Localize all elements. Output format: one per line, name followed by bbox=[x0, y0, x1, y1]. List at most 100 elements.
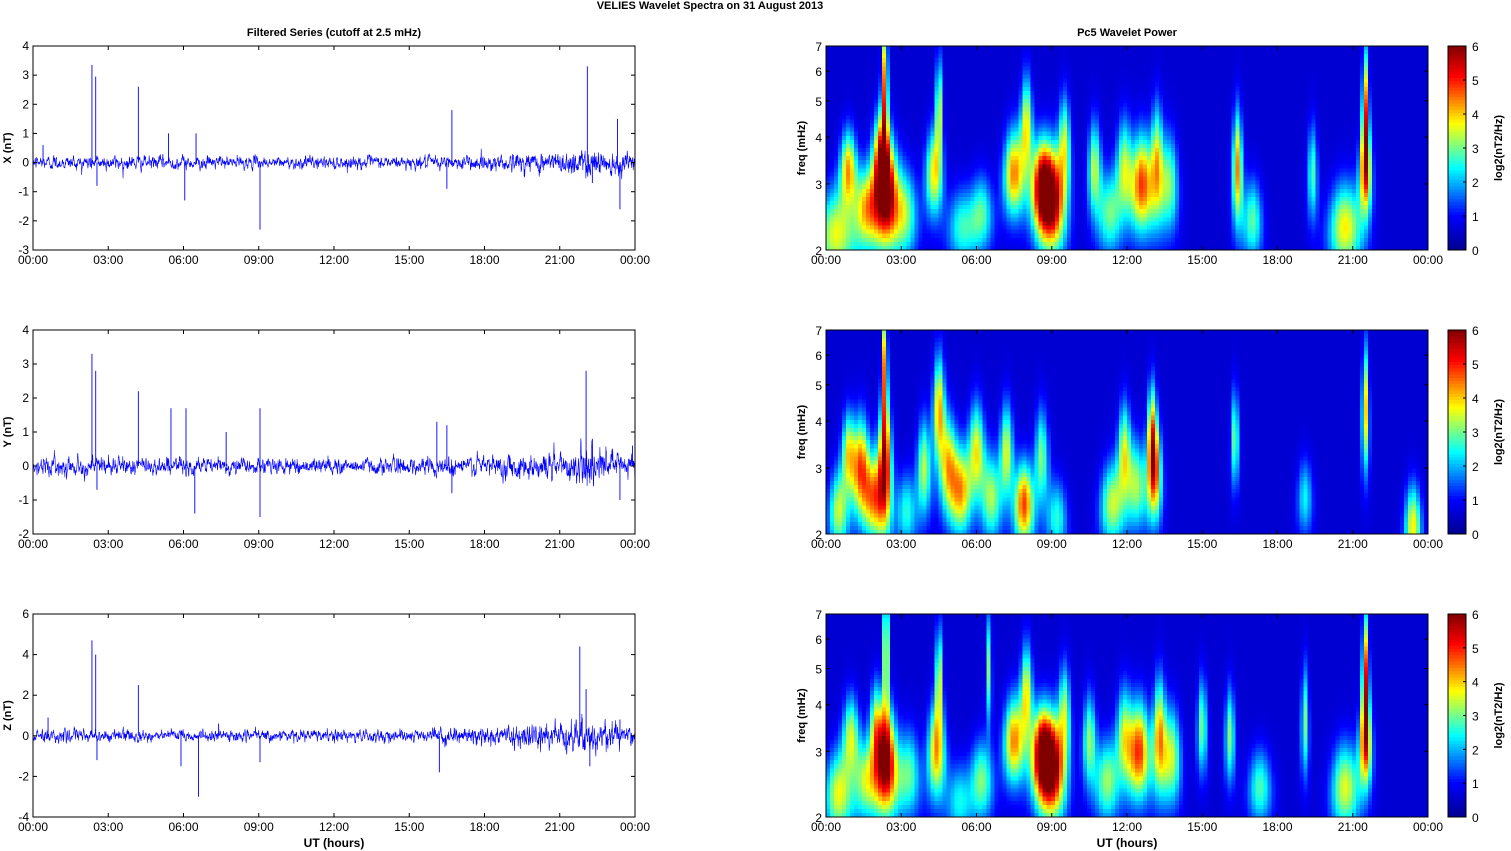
wavelet-x-cell bbox=[1175, 111, 1180, 116]
wavelet-x-cell bbox=[906, 152, 911, 157]
wavelet-x-cell bbox=[1143, 103, 1148, 108]
wavelet-x-cell bbox=[938, 86, 943, 92]
wavelet-x-cell bbox=[1315, 160, 1321, 165]
wavelet-x-cell bbox=[1058, 107, 1064, 112]
wavelet-x-cell bbox=[974, 164, 980, 169]
wavelet-x-cell bbox=[1339, 123, 1345, 129]
wavelet-x-cell bbox=[1331, 123, 1337, 129]
wavelet-x-cell bbox=[1102, 148, 1108, 153]
wavelet-x-cell bbox=[1343, 107, 1349, 112]
wavelet-x-cell bbox=[1110, 160, 1116, 165]
wavelet-x-cell bbox=[1191, 152, 1196, 157]
wavelet-x-cell bbox=[902, 148, 907, 153]
wavelet-x-cell bbox=[1383, 82, 1389, 88]
wavelet-x-cell bbox=[1403, 139, 1409, 145]
wavelet-x-cell bbox=[994, 94, 1000, 100]
wavelet-x-cell bbox=[1311, 50, 1317, 55]
wavelet-x-cell bbox=[1050, 156, 1056, 161]
wavelet-x-cell bbox=[1203, 82, 1208, 88]
wavelet-x-cell bbox=[1391, 103, 1397, 108]
wavelet-x-cell bbox=[1299, 107, 1305, 112]
wavelet-x-cell bbox=[1359, 78, 1365, 84]
wavelet-x-cell bbox=[1058, 74, 1064, 80]
wavelet-x-cell bbox=[966, 62, 972, 67]
wavelet-x-cell bbox=[1002, 143, 1008, 149]
wavelet-x-cell bbox=[1287, 66, 1293, 72]
wavelet-x-cell bbox=[1022, 139, 1028, 145]
wavelet-x-cell bbox=[1275, 66, 1281, 72]
wavelet-x-cell bbox=[934, 74, 939, 80]
wavelet-x-cell bbox=[1010, 62, 1016, 67]
wavelet-x-cell bbox=[1110, 172, 1116, 178]
wavelet-x-cell bbox=[902, 90, 907, 96]
wavelet-x-cell bbox=[1086, 111, 1092, 116]
wavelet-x-cell bbox=[1102, 139, 1108, 145]
wavelet-x-cell bbox=[1219, 78, 1224, 84]
wavelet-x-cell bbox=[1010, 78, 1016, 84]
wavelet-x-cell bbox=[1199, 111, 1204, 116]
wavelet-x-cell bbox=[1078, 119, 1084, 125]
wavelet-x-cell bbox=[1062, 90, 1068, 96]
wavelet-x-cell bbox=[1211, 107, 1216, 112]
wavelet-x-cell bbox=[1379, 123, 1385, 129]
wavelet-x-cell bbox=[1002, 46, 1008, 51]
wavelet-x-cell bbox=[1303, 111, 1309, 116]
wavelet-x-cell bbox=[982, 156, 988, 161]
wavelet-x-cell bbox=[1271, 115, 1277, 121]
wavelet-x-cell bbox=[898, 111, 903, 116]
wavelet-x-cell bbox=[1135, 131, 1140, 137]
wavelet-x-cell bbox=[1215, 107, 1220, 112]
wavelet-x-cell bbox=[1339, 78, 1345, 84]
wavelet-x-cell bbox=[986, 107, 992, 112]
wavelet-x-cell bbox=[1122, 46, 1128, 51]
wavelet-x-cell bbox=[978, 62, 984, 67]
wavelet-x-cell bbox=[842, 86, 847, 92]
wavelet-x-cell bbox=[1114, 156, 1120, 161]
wavelet-x-cell bbox=[1074, 86, 1080, 92]
wavelet-x-cell bbox=[1347, 172, 1353, 178]
wavelet-x-cell bbox=[1279, 50, 1285, 55]
wavelet-x-cell bbox=[1002, 123, 1008, 129]
wavelet-x-cell bbox=[978, 160, 984, 165]
wavelet-x-cell bbox=[1347, 168, 1353, 174]
wavelet-x-cell bbox=[1010, 66, 1016, 72]
wavelet-x-cell bbox=[1227, 46, 1232, 51]
wavelet-x-cell bbox=[1243, 115, 1248, 121]
wavelet-x-cell bbox=[838, 46, 843, 51]
wavelet-x-cell bbox=[1110, 107, 1116, 112]
wavelet-x-cell bbox=[938, 131, 943, 137]
wavelet-x-cell bbox=[890, 152, 895, 157]
wavelet-x-cell bbox=[998, 139, 1004, 145]
wavelet-x-cell bbox=[990, 111, 996, 116]
wavelet-x-cell bbox=[878, 86, 883, 92]
wavelet-x-cell bbox=[1327, 152, 1333, 157]
wavelet-x-cell bbox=[918, 54, 923, 59]
wavelet-x-cell bbox=[1050, 123, 1056, 129]
wavelet-x-cell bbox=[1339, 50, 1345, 55]
wavelet-x-cell bbox=[854, 50, 859, 55]
wavelet-x-cell bbox=[1002, 127, 1008, 133]
wavelet-x-cell bbox=[1191, 148, 1196, 153]
wavelet-x-cell bbox=[1082, 139, 1088, 145]
wavelet-x-cell bbox=[906, 127, 911, 133]
wavelet-x-cell bbox=[950, 94, 956, 100]
wavelet-x-cell bbox=[1179, 152, 1184, 157]
wavelet-x-cell bbox=[1391, 160, 1397, 165]
wavelet-x-cell bbox=[1155, 156, 1160, 161]
wavelet-x-cell bbox=[846, 160, 851, 165]
wavelet-x-cell bbox=[1399, 152, 1405, 157]
wavelet-x-cell bbox=[974, 58, 980, 63]
wavelet-x-cell bbox=[926, 58, 931, 63]
wavelet-x-cell bbox=[1171, 123, 1176, 129]
wavelet-x-cell bbox=[1295, 164, 1301, 169]
wavelet-x-cell bbox=[1271, 99, 1277, 104]
wavelet-x-cell bbox=[886, 160, 891, 165]
wavelet-x-cell bbox=[1054, 58, 1060, 63]
wavelet-x-cell bbox=[1171, 152, 1176, 157]
wavelet-x-cell bbox=[1335, 156, 1341, 161]
wavelet-x-cell bbox=[1118, 119, 1124, 125]
wavelet-x-cell bbox=[1006, 94, 1012, 100]
wavelet-x-cell bbox=[1018, 135, 1024, 141]
wavelet-x-cell bbox=[926, 172, 931, 178]
wavelet-x-cell bbox=[1247, 74, 1253, 80]
